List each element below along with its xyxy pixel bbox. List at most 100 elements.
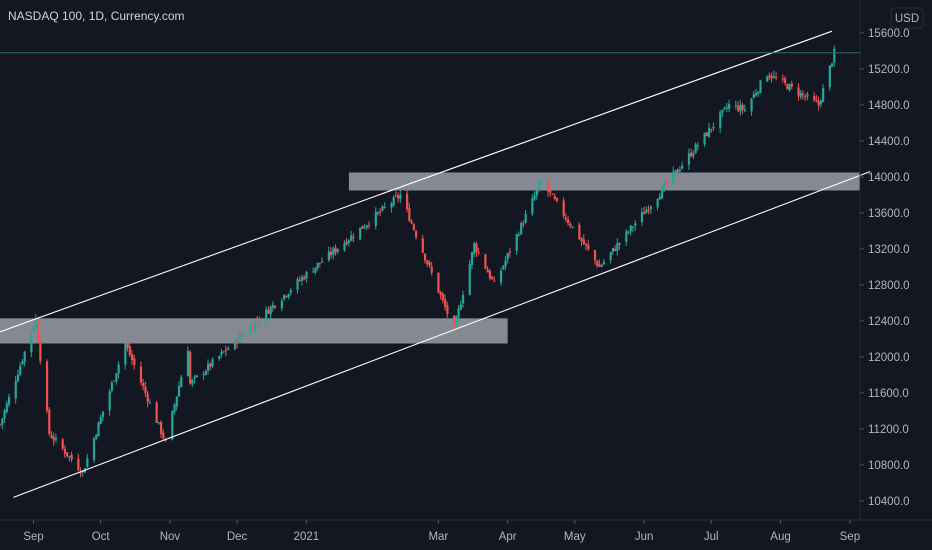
candle bbox=[562, 197, 565, 219]
candle bbox=[587, 239, 590, 251]
candle-body bbox=[618, 242, 621, 245]
candle bbox=[734, 100, 738, 110]
candle-body bbox=[692, 153, 695, 157]
chart-title: NASDAQ 100, 1D, Currency.com bbox=[8, 9, 185, 23]
upper-channel-line[interactable] bbox=[0, 30, 833, 333]
candle-body bbox=[768, 75, 771, 78]
candle-body bbox=[508, 251, 512, 253]
candle-body bbox=[430, 266, 433, 273]
candle-body bbox=[830, 63, 834, 67]
candle-body bbox=[130, 354, 134, 361]
candle bbox=[352, 233, 355, 243]
candle-body bbox=[139, 366, 143, 383]
candle bbox=[23, 350, 26, 367]
candle bbox=[7, 393, 11, 408]
candle-body bbox=[318, 262, 322, 264]
candle-body bbox=[522, 223, 525, 225]
candle-body bbox=[314, 267, 317, 273]
candle-body bbox=[0, 424, 2, 426]
candle-body bbox=[631, 227, 635, 229]
candle-body bbox=[584, 243, 588, 246]
candle bbox=[430, 261, 433, 276]
price-tick-label: 12000.0 bbox=[868, 352, 910, 364]
lower-channel-line[interactable] bbox=[13, 171, 871, 498]
candle-body bbox=[656, 198, 659, 208]
candle-body bbox=[345, 241, 348, 245]
candle bbox=[757, 91, 760, 97]
candle bbox=[390, 201, 393, 213]
candle-body bbox=[491, 276, 494, 280]
price-tick-label: 14000.0 bbox=[868, 172, 910, 184]
candle bbox=[269, 305, 272, 320]
candle-body bbox=[412, 224, 415, 230]
candle bbox=[92, 436, 96, 463]
time-tick-label: Apr bbox=[499, 531, 517, 543]
candle bbox=[14, 375, 17, 404]
candle bbox=[484, 253, 487, 270]
candle-body bbox=[721, 109, 724, 113]
candle bbox=[694, 142, 697, 154]
candle bbox=[813, 91, 816, 103]
candle bbox=[678, 165, 682, 175]
candle-body bbox=[70, 454, 73, 460]
candle-body bbox=[303, 277, 306, 280]
candle-body bbox=[95, 435, 98, 439]
candle bbox=[752, 91, 755, 99]
candle-body bbox=[253, 321, 257, 331]
candle bbox=[625, 229, 628, 246]
candle-body bbox=[784, 78, 787, 83]
candle bbox=[368, 221, 371, 229]
price-tick-label: 14400.0 bbox=[868, 136, 910, 148]
currency-badge[interactable] bbox=[890, 7, 924, 29]
candle bbox=[453, 315, 456, 330]
candle bbox=[265, 306, 268, 326]
candle bbox=[520, 221, 523, 236]
candle bbox=[34, 314, 37, 332]
candle-body bbox=[728, 103, 731, 109]
candle bbox=[549, 189, 552, 198]
candle bbox=[658, 192, 661, 200]
candle-body bbox=[822, 88, 825, 103]
price-tick-label: 12800.0 bbox=[868, 280, 910, 292]
candle bbox=[379, 208, 382, 217]
candle-body bbox=[537, 182, 541, 191]
candle-body bbox=[453, 315, 456, 327]
candle bbox=[191, 378, 194, 388]
candle-body bbox=[647, 209, 650, 211]
candle-body bbox=[209, 363, 212, 367]
candle-body bbox=[678, 169, 682, 172]
candle-body bbox=[535, 189, 538, 196]
candle-body bbox=[361, 225, 364, 229]
candle bbox=[274, 305, 277, 310]
price-tick-label: 13200.0 bbox=[868, 244, 910, 256]
candle bbox=[741, 102, 744, 115]
candle-body bbox=[788, 84, 791, 91]
candle-body bbox=[757, 91, 760, 94]
candle bbox=[578, 222, 581, 241]
candle-body bbox=[399, 194, 402, 199]
candle-body bbox=[316, 262, 319, 269]
candle-body bbox=[1, 418, 4, 425]
candle bbox=[801, 89, 805, 100]
candle-body bbox=[813, 96, 816, 100]
candle bbox=[142, 378, 145, 391]
candle-body bbox=[164, 439, 167, 441]
candle bbox=[283, 294, 286, 302]
price-axis[interactable]: 10400.0 10800.0 11200.0 11600.0 12000.0 12400… bbox=[860, 28, 910, 508]
candle-body bbox=[39, 341, 42, 361]
resistance-support-zone-upper[interactable] bbox=[348, 172, 860, 191]
candle bbox=[45, 359, 49, 414]
candle-body bbox=[743, 109, 746, 111]
candle-body bbox=[21, 361, 24, 365]
candle-body bbox=[63, 448, 67, 454]
candle bbox=[251, 323, 254, 329]
resistance-support-zone-lower[interactable] bbox=[0, 318, 508, 344]
candle bbox=[710, 128, 713, 133]
candle bbox=[506, 252, 509, 264]
candle bbox=[383, 202, 386, 209]
time-axis[interactable]: Sep Oct Nov Dec 2021 Mar Apr May Jun Jul Aug Sep bbox=[23, 520, 860, 543]
candle bbox=[97, 421, 100, 437]
candle-body bbox=[801, 93, 805, 95]
